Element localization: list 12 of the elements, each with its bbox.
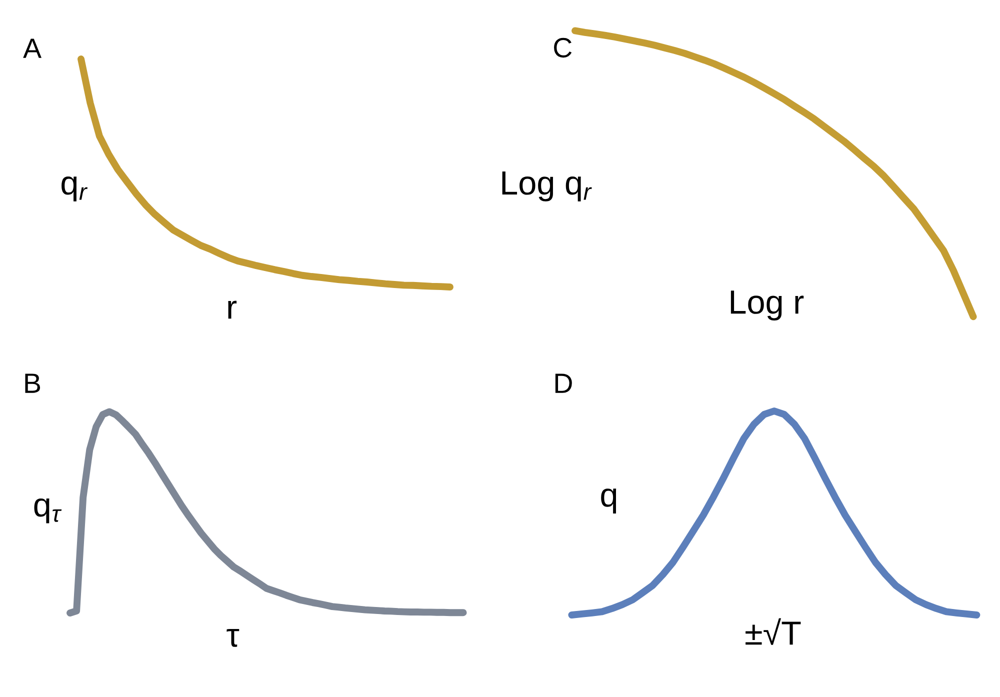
chart-title: C	[554, 38, 572, 58]
y-axis-title: Log q$_{r}$	[502, 172, 592, 202]
x-axis-title: r	[228, 300, 237, 319]
y-axis-title: q	[601, 488, 616, 514]
y-axis-title: q$_{τ}$	[34, 498, 62, 524]
chart-title: D	[555, 374, 572, 393]
chart-title: A	[23, 38, 42, 58]
x-axis-title: Log r	[730, 290, 804, 321]
x-axis-title: ±√T	[746, 618, 801, 645]
chart-title: B	[25, 374, 40, 393]
y-axis-title: q$_{r}$	[62, 176, 88, 202]
x-axis-title: τ	[226, 628, 240, 647]
